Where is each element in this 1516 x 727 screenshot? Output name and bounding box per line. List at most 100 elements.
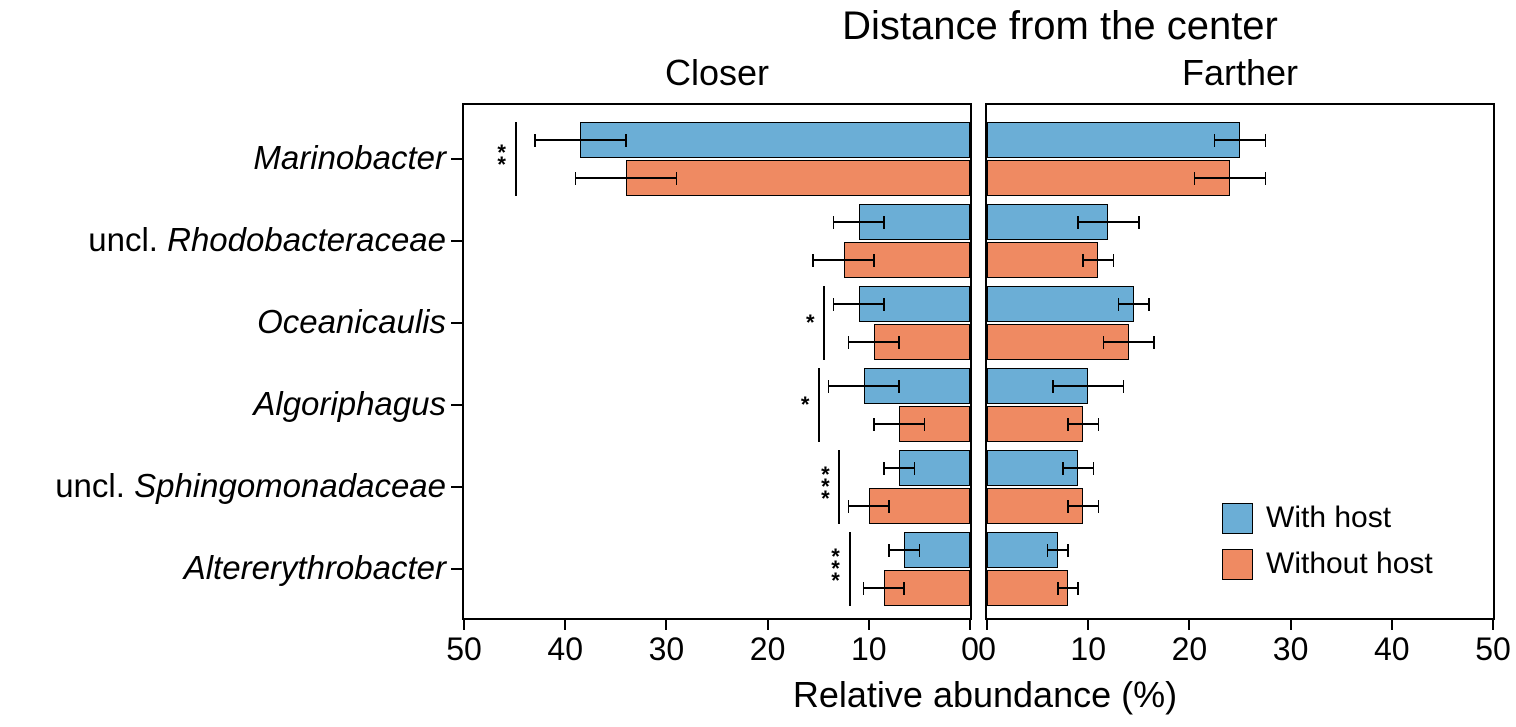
- x-axis-tick-label: 10: [851, 631, 887, 667]
- significance-stars: * * *: [831, 544, 840, 593]
- x-axis-tick: [665, 620, 668, 630]
- y-axis-tick: [451, 240, 462, 242]
- error-bar-cap: [675, 171, 678, 185]
- significance-stars: * *: [497, 140, 506, 177]
- error-bar: [1062, 467, 1094, 469]
- subtitle-farther: Farther: [1181, 52, 1299, 93]
- error-bar-cap: [873, 253, 875, 267]
- error-bar-cap: [1052, 379, 1054, 393]
- error-bar-cap: [574, 171, 577, 185]
- error-bar-cap: [883, 461, 885, 475]
- y-axis-label: uncl. Sphingomonadaceae: [55, 467, 446, 504]
- error-bar-cap: [1122, 379, 1125, 393]
- error-bar-cap: [625, 133, 627, 147]
- error-bar-cap: [832, 297, 835, 311]
- error-bar: [1067, 423, 1099, 425]
- error-bar-cap: [1057, 581, 1059, 595]
- x-axis-tick: [867, 620, 870, 630]
- error-bar-cap: [898, 379, 900, 393]
- legend-swatch-with-host: [1222, 502, 1253, 534]
- error-bar: [848, 341, 900, 343]
- bar-with-host: [987, 122, 1240, 158]
- error-bar-cap: [1092, 461, 1094, 475]
- legend: With host Without host: [1222, 501, 1433, 593]
- error-bar-cap: [883, 215, 885, 229]
- bar-without-host: [987, 160, 1230, 196]
- significance-stars: *: [805, 310, 815, 335]
- significance-line: [848, 532, 851, 606]
- error-bar: [863, 587, 905, 589]
- error-bar-cap: [883, 297, 885, 311]
- error-bar-cap: [888, 543, 890, 557]
- error-bar: [534, 139, 626, 141]
- error-bar-cap: [1102, 335, 1105, 349]
- x-axis-tick: [463, 620, 465, 630]
- error-bar-cap: [1077, 215, 1079, 229]
- bar-without-host: [987, 242, 1099, 278]
- error-bar-cap: [1264, 171, 1267, 185]
- y-axis-label: Altererythrobacter: [183, 549, 446, 586]
- bar-without-host: [987, 406, 1084, 442]
- significance-line: [838, 450, 841, 524]
- x-axis-tick: [766, 620, 769, 630]
- error-bar-cap: [1148, 297, 1150, 311]
- y-axis-label: Algoriphagus: [253, 385, 446, 422]
- error-bar: [1067, 505, 1099, 507]
- error-bar: [1103, 341, 1154, 343]
- significance-line: [818, 368, 821, 442]
- bar-without-host: [987, 570, 1068, 606]
- x-axis-tick-label: 0: [961, 631, 979, 667]
- error-bar: [1118, 303, 1149, 305]
- error-bar: [813, 259, 874, 261]
- error-bar: [1047, 549, 1068, 551]
- x-axis-tick: [1492, 620, 1494, 630]
- y-axis-label: Marinobacter: [253, 139, 446, 176]
- error-bar: [889, 549, 920, 551]
- error-bar-cap: [812, 253, 814, 267]
- bar-with-host: [987, 532, 1058, 568]
- significance-line: [823, 286, 826, 360]
- y-axis-label: uncl. Rhodobacteraceae: [88, 221, 446, 258]
- error-bar-cap: [888, 499, 890, 513]
- error-bar-cap: [1213, 133, 1216, 147]
- panel-farther: [985, 103, 1495, 620]
- x-axis-tick-label: 20: [1171, 631, 1208, 667]
- y-axis-tick: [451, 404, 462, 406]
- error-bar-cap: [1264, 133, 1267, 147]
- error-bar: [575, 177, 677, 179]
- x-axis-tick: [1390, 620, 1393, 630]
- x-axis-tick: [564, 620, 567, 630]
- x-axis-label: Relative abundance (%): [792, 674, 1178, 715]
- error-bar-cap: [903, 581, 905, 595]
- x-axis-tick-label: 40: [547, 631, 583, 667]
- error-bar-cap: [1067, 543, 1069, 557]
- legend-item-without-host: Without host: [1222, 547, 1433, 581]
- error-bar: [833, 303, 884, 305]
- x-axis-tick-label: 50: [1475, 631, 1511, 667]
- legend-label-with-host: With host: [1266, 501, 1392, 534]
- significance-line: [514, 122, 517, 196]
- bar-with-host: [987, 286, 1134, 322]
- panel-closer: * * * * * * * * * *: [462, 103, 972, 620]
- error-bar-cap: [1046, 543, 1049, 557]
- error-bar-cap: [873, 417, 875, 431]
- legend-item-with-host: With host: [1222, 501, 1433, 535]
- error-bar-cap: [534, 133, 536, 147]
- error-bar: [1078, 221, 1139, 223]
- error-bar-cap: [1138, 215, 1140, 229]
- error-bar-cap: [1082, 253, 1084, 267]
- x-axis-tick: [969, 620, 971, 630]
- error-bar: [1052, 385, 1124, 387]
- x-axis-tick-label: 50: [446, 631, 482, 667]
- x-axis-tick: [986, 620, 988, 630]
- error-bar: [1057, 587, 1079, 589]
- x-axis-tick-label: 40: [1374, 631, 1410, 667]
- significance-stars: *: [800, 392, 810, 417]
- error-bar-cap: [898, 335, 900, 349]
- error-bar-cap: [1067, 417, 1069, 431]
- y-axis-tick: [451, 158, 462, 160]
- y-axis-label: Oceanicaulis: [257, 303, 446, 340]
- error-bar-cap: [1067, 499, 1069, 513]
- error-bar: [848, 505, 890, 507]
